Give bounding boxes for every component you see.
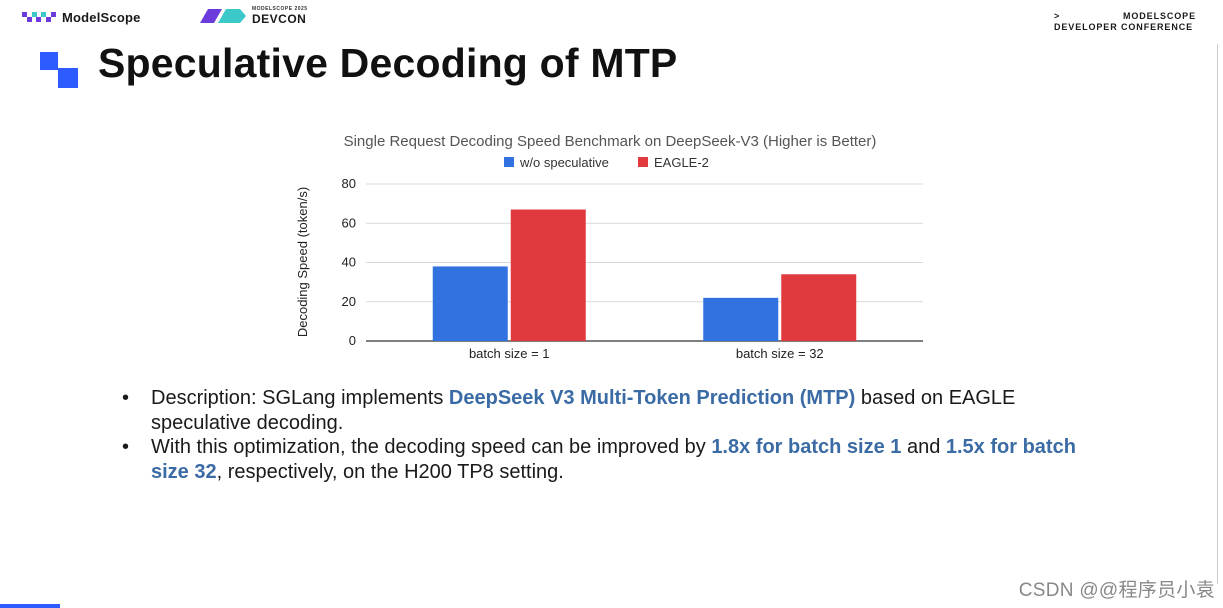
bullet-dot: • [122, 436, 130, 458]
title-squares-icon [40, 52, 78, 88]
modelscope-logo-icon [22, 12, 56, 22]
chart-legend: w/o speculative EAGLE-2 [504, 155, 709, 170]
conference-arrow: > [1054, 11, 1061, 21]
accent-strip [0, 604, 60, 608]
bar [510, 209, 586, 341]
page-title: Speculative Decoding of MTP [98, 40, 678, 86]
legend-swatch [504, 157, 514, 167]
bullet-text-part: , respectively, on the H200 TP8 setting. [216, 460, 564, 483]
x-tick-label: batch size = 1 [469, 346, 550, 361]
x-tick-label: batch size = 32 [736, 346, 824, 361]
chart-ylabel: Decoding Speed (token/s) [295, 187, 310, 337]
bar [703, 297, 779, 341]
bar-chart: Single Request Decoding Speed Benchmark … [295, 133, 923, 361]
highlight-text: 1.8x for batch size 1 [711, 436, 902, 458]
bar [432, 266, 508, 341]
y-tick-label: 20 [342, 294, 356, 309]
bullet-text-part: Description: SGLang implements [151, 387, 449, 409]
chart-ticks: 0 20 40 60 80 batch size = 1 batch size = 32 [342, 176, 824, 361]
devcon-big-text: DEVCON [252, 12, 307, 26]
conference-label: > MODELSCOPE DEVELOPER CONFERENCE [1054, 11, 1196, 33]
y-tick-label: 0 [349, 333, 356, 348]
highlight-text: DeepSeek V3 Multi-Token Prediction (MTP) [448, 387, 856, 409]
slide-border [1217, 44, 1218, 584]
legend-label: w/o speculative [519, 155, 609, 170]
top-bar: ModelScope MODELSCOPE 2025 DEVCON > MODE… [0, 0, 1223, 34]
bullet-dot: • [122, 387, 130, 409]
conference-line-1: MODELSCOPE [1122, 11, 1196, 21]
bullet-text: With this optimization, the decoding spe… [151, 436, 1076, 483]
watermark: CSDN @@程序员小袁 [1018, 580, 1215, 601]
bullet-text-part: With this optimization, the decoding spe… [151, 436, 712, 458]
y-tick-label: 80 [342, 176, 356, 191]
bullet-list: • Description: SGLang implements DeepSee… [122, 386, 1102, 484]
highlight-text: 1.5x for batch size 32 [151, 436, 1076, 483]
bullet-text-part: based on EAGLE speculative decoding. [151, 387, 1016, 434]
legend-label: EAGLE-2 [654, 155, 709, 170]
devcon-small-text: MODELSCOPE 2025 [252, 6, 308, 12]
legend-swatch [638, 157, 648, 167]
bullet-text-part: and [901, 436, 946, 458]
modelscope-logo-text: ModelScope [62, 9, 141, 25]
y-tick-label: 60 [342, 215, 356, 230]
modelscope-logo: ModelScope [22, 9, 141, 25]
bullet-item: • Description: SGLang implements DeepSee… [122, 386, 1102, 435]
devcon-logo: MODELSCOPE 2025 DEVCON [200, 7, 308, 25]
bullet-text: Description: SGLang implements DeepSeek … [151, 387, 1015, 434]
bar [781, 274, 857, 341]
devcon-logo-icon [200, 9, 246, 23]
y-tick-label: 40 [342, 255, 356, 270]
conference-line-2: DEVELOPER CONFERENCE [1054, 22, 1194, 32]
chart-title: Single Request Decoding Speed Benchmark … [344, 133, 877, 150]
chart-bars [432, 209, 857, 341]
bullet-item: • With this optimization, the decoding s… [122, 435, 1102, 484]
